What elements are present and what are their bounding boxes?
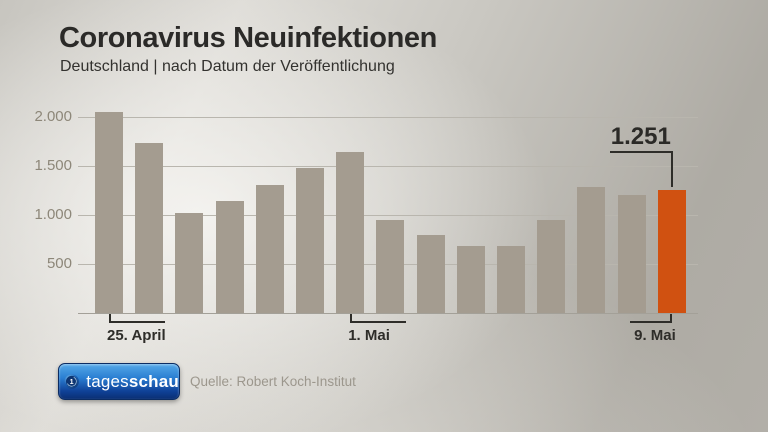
bar	[135, 142, 164, 313]
y-axis-label: 500	[46, 255, 72, 272]
highlight-value-label: 1.251	[610, 123, 671, 150]
bar	[416, 235, 445, 313]
bar	[376, 220, 405, 313]
tick-line	[350, 321, 407, 323]
tick-line	[350, 314, 353, 323]
logo-wordmark: tagesschau	[86, 372, 179, 392]
source-credit: Quelle: Robert Koch-Institut	[190, 374, 356, 389]
y-axis-label: 1.000	[34, 206, 72, 223]
chart-subtitle: Deutschland | nach Datum der Veröffentli…	[60, 58, 395, 75]
bar	[456, 246, 485, 313]
logo-text-regular: tages	[86, 371, 129, 391]
y-axis-label: 2.000	[34, 108, 72, 125]
gridline	[78, 165, 698, 167]
tick-line	[629, 321, 672, 323]
x-axis-label: 25. April	[107, 327, 166, 344]
x-axis-label: 1. Mai	[348, 327, 390, 344]
callout-line	[609, 151, 673, 153]
bar	[175, 213, 204, 313]
callout-line	[670, 151, 673, 188]
bar	[617, 194, 646, 313]
gridline	[78, 116, 698, 118]
bar	[497, 245, 525, 313]
x-axis-line	[78, 313, 698, 314]
bar	[336, 152, 365, 313]
svg-text:1: 1	[70, 378, 74, 386]
tagesschau-logo: 1 tagesschau	[58, 363, 180, 400]
bar	[215, 200, 244, 313]
chart-title: Coronavirus Neuinfektionen	[59, 22, 437, 54]
bar	[296, 168, 324, 313]
bar	[537, 220, 566, 313]
y-axis-label: 1.500	[34, 157, 72, 174]
logo-text-bold: schau	[128, 371, 179, 391]
x-axis-label: 9. Mai	[634, 327, 676, 344]
gridline	[78, 214, 698, 216]
tick-line	[109, 314, 111, 323]
bar	[95, 111, 123, 313]
bar	[577, 187, 606, 313]
tick-line	[669, 314, 672, 323]
ard-eye-icon: 1	[64, 374, 79, 389]
tick-line	[109, 321, 165, 323]
bar	[255, 185, 284, 313]
bar-highlighted	[657, 190, 686, 313]
